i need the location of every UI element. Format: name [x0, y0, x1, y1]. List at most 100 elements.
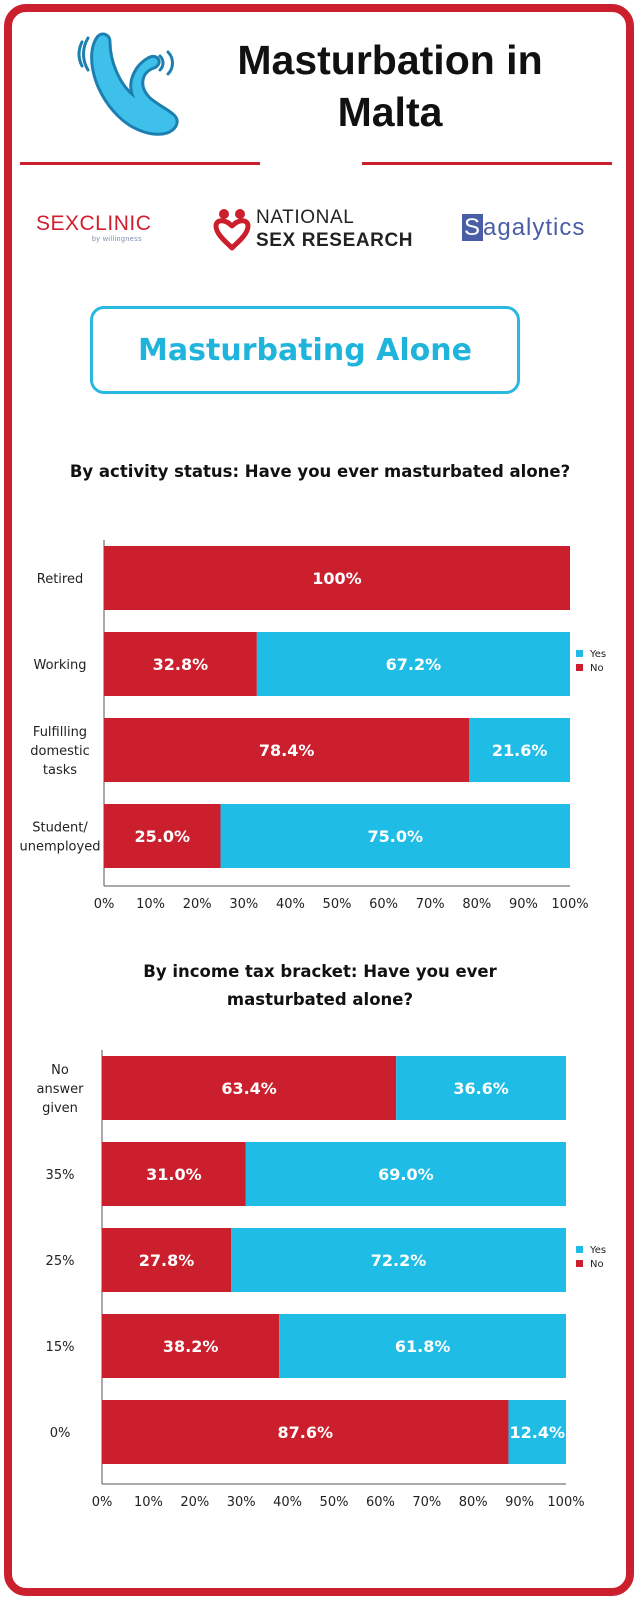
title-line-1: Masturbation in [237, 37, 543, 83]
category-label-3-1: unemployed [20, 840, 101, 855]
category-label-2-1: domestic [30, 744, 90, 759]
bar-yes-1 [245, 1142, 566, 1206]
page-title: Masturbation in Malta [190, 34, 590, 138]
sagalytics-logo-text: agalytics [483, 214, 586, 241]
x-tick-label-2: 20% [180, 1495, 209, 1510]
divider-right [362, 162, 612, 165]
bar-yes-4 [508, 1400, 566, 1464]
bar-yes-3 [279, 1314, 566, 1378]
data-label-no-0: 63.4% [221, 1079, 277, 1098]
chart-income-bracket: 63.4% 36.6% No answer given 31.0% 69.0% 35% 27.8… [37, 1050, 606, 1510]
x-tick-label-0: 0% [94, 897, 115, 912]
bar-no-1 [102, 1142, 246, 1206]
banner-label: Masturbating Alone [138, 332, 472, 368]
data-label-yes-2: 72.2% [371, 1251, 427, 1270]
divider-left [20, 162, 260, 165]
legend-label-no: No [590, 1259, 604, 1270]
data-label-yes-0: 36.6% [453, 1079, 509, 1098]
legend-label-yes: Yes [589, 1245, 606, 1256]
x-tick-label-1: 10% [136, 897, 165, 912]
category-label-0-2: given [42, 1101, 78, 1116]
x-tick-label-9: 90% [509, 897, 538, 912]
legend-label-yes: Yes [589, 649, 606, 660]
data-label-yes-1: 67.2% [386, 655, 442, 674]
data-label-no-3: 25.0% [134, 827, 190, 846]
bar-yes-0 [396, 1056, 566, 1120]
x-tick-label-4: 40% [276, 897, 305, 912]
heart-icon [213, 209, 251, 251]
data-label-yes-3: 61.8% [395, 1337, 451, 1356]
x-tick-label-8: 80% [459, 1495, 488, 1510]
data-label-no-2: 78.4% [259, 741, 315, 760]
x-tick-label-0: 0% [92, 1495, 113, 1510]
x-tick-label-10: 100% [551, 897, 588, 912]
bar-no-0 [104, 546, 570, 610]
nsr-line-2: SEX RESEARCH [256, 230, 414, 251]
nsr-line-1: NATIONAL [256, 207, 355, 228]
sexclinic-logo-subtext: by willingness [92, 236, 143, 243]
chart-activity-status: 100% Retired 32.8% 67.2% Working 78.4% 21.6% Fu… [20, 540, 606, 912]
title-line-2: Malta [337, 89, 443, 135]
sagalytics-logo: Sagalytics [462, 214, 585, 242]
category-label-0-1: answer [37, 1082, 85, 1097]
category-label-2-0: Fulfilling [33, 725, 87, 740]
bar-yes-1 [256, 632, 570, 696]
x-tick-label-3: 30% [227, 1495, 256, 1510]
category-label-3-0: 15% [46, 1340, 75, 1355]
x-tick-label-2: 20% [183, 897, 212, 912]
x-tick-label-4: 40% [273, 1495, 302, 1510]
sagalytics-logo-initial: S [462, 214, 484, 241]
x-tick-label-5: 50% [323, 897, 352, 912]
x-tick-label-3: 30% [229, 897, 258, 912]
data-label-no-0: 100% [312, 569, 361, 588]
data-label-no-4: 87.6% [277, 1423, 333, 1442]
category-label-2-2: tasks [43, 763, 77, 778]
sexclinic-logo: SEXCLINIC by willingness [36, 212, 152, 243]
legend-swatch-yes [576, 650, 583, 657]
legend-label-no: No [590, 663, 604, 674]
data-label-no-3: 38.2% [163, 1337, 219, 1356]
x-tick-label-6: 60% [366, 1495, 395, 1510]
bar-yes-2 [469, 718, 570, 782]
category-label-1-0: Working [33, 658, 86, 673]
data-label-yes-2: 21.6% [492, 741, 548, 760]
bar-no-2 [102, 1228, 231, 1292]
bar-no-2 [104, 718, 470, 782]
national-sex-research-logo: NATIONAL SEX RESEARCH [256, 206, 413, 252]
x-tick-label-5: 50% [320, 1495, 349, 1510]
bar-yes-3 [220, 804, 570, 868]
bar-yes-2 [230, 1228, 566, 1292]
category-label-0-0: Retired [37, 572, 83, 587]
data-label-no-1: 31.0% [146, 1165, 202, 1184]
category-label-2-0: 25% [46, 1254, 75, 1269]
category-label-3-0: Student/ [32, 821, 88, 836]
data-label-yes-4: 12.4% [509, 1423, 565, 1442]
data-label-yes-3: 75.0% [367, 827, 423, 846]
legend-swatch-no [576, 664, 583, 671]
chart-title-activity: By activity status: Have you ever mastur… [69, 462, 571, 481]
legend-swatch-no [576, 1260, 583, 1267]
category-label-4-0: 0% [50, 1426, 71, 1441]
x-tick-label-10: 100% [547, 1495, 584, 1510]
x-tick-label-7: 70% [412, 1495, 441, 1510]
sexclinic-logo-text: SEXCLINIC [36, 212, 152, 235]
bar-no-3 [102, 1314, 280, 1378]
data-label-yes-1: 69.0% [378, 1165, 434, 1184]
x-tick-label-9: 90% [505, 1495, 534, 1510]
category-label-1-0: 35% [46, 1168, 75, 1183]
x-tick-label-1: 10% [134, 1495, 163, 1510]
x-tick-label-7: 70% [416, 897, 445, 912]
chart-title-income: By income tax bracket: Have you ever mas… [143, 962, 497, 1009]
section-banner: Masturbating Alone [90, 306, 520, 394]
data-label-no-1: 32.8% [153, 655, 209, 674]
bar-no-4 [102, 1400, 509, 1464]
data-label-no-2: 27.8% [139, 1251, 195, 1270]
legend-swatch-yes [576, 1246, 583, 1253]
bar-no-3 [104, 804, 221, 868]
x-tick-label-8: 80% [462, 897, 491, 912]
category-label-0-0: No [51, 1063, 69, 1078]
bar-no-1 [104, 632, 257, 696]
bar-no-0 [102, 1056, 397, 1120]
vibrator-icon [77, 32, 179, 136]
x-tick-label-6: 60% [369, 897, 398, 912]
